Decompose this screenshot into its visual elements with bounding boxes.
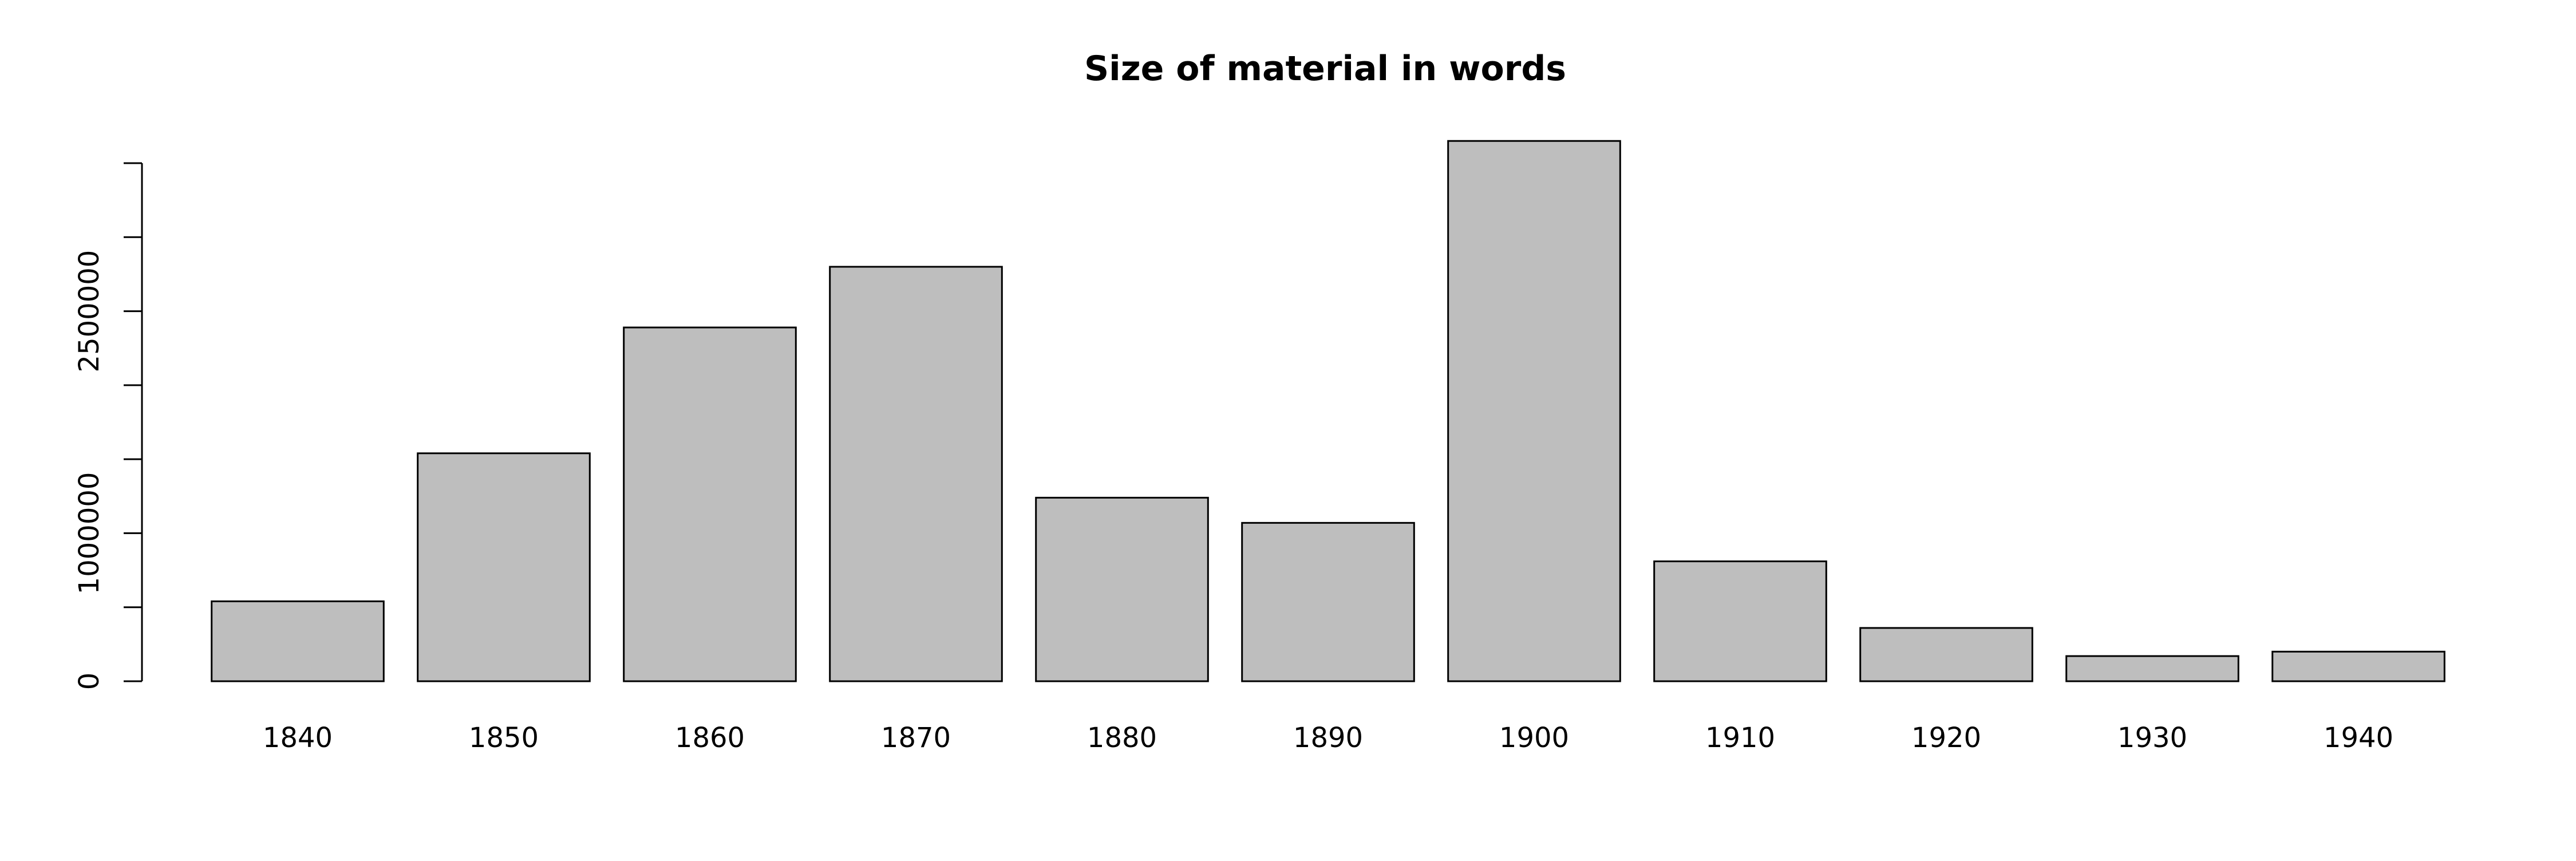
bar-1890 <box>1241 522 1415 682</box>
bar-1930 <box>2065 655 2239 682</box>
x-tick-label: 1870 <box>881 722 951 754</box>
bars <box>211 140 2445 682</box>
x-tick-label: 1880 <box>1087 722 1157 754</box>
x-tick-label: 1940 <box>2324 722 2393 754</box>
bar-1860 <box>623 326 797 682</box>
y-axis: 0 1000000 2500000 <box>73 162 143 690</box>
x-tick-label: 1850 <box>469 722 539 754</box>
x-axis-labels: 1840 1850 1860 1870 1880 1890 1900 1910 1920 1930… <box>263 722 2393 754</box>
y-tick-label: 0 <box>73 673 105 690</box>
bar-1920 <box>1859 627 2033 682</box>
y-tick-label: 2500000 <box>73 250 105 373</box>
x-tick-label: 1920 <box>1911 722 1981 754</box>
bar-1900 <box>1447 140 1621 682</box>
bar-1840 <box>211 600 385 682</box>
bar-1850 <box>417 452 591 682</box>
chart-title: Size of material in words <box>1084 49 1566 89</box>
bar-1870 <box>829 266 1003 682</box>
x-tick-label: 1860 <box>675 722 745 754</box>
bar-1910 <box>1653 560 1827 682</box>
x-tick-label: 1900 <box>1499 722 1569 754</box>
x-tick-label: 1930 <box>2117 722 2187 754</box>
x-tick-label: 1890 <box>1293 722 1363 754</box>
bar-1880 <box>1035 496 1209 682</box>
y-tick-label: 1000000 <box>73 472 105 595</box>
x-tick-label: 1910 <box>1705 722 1775 754</box>
x-tick-label: 1840 <box>263 722 333 754</box>
bar-1940 <box>2271 650 2445 682</box>
